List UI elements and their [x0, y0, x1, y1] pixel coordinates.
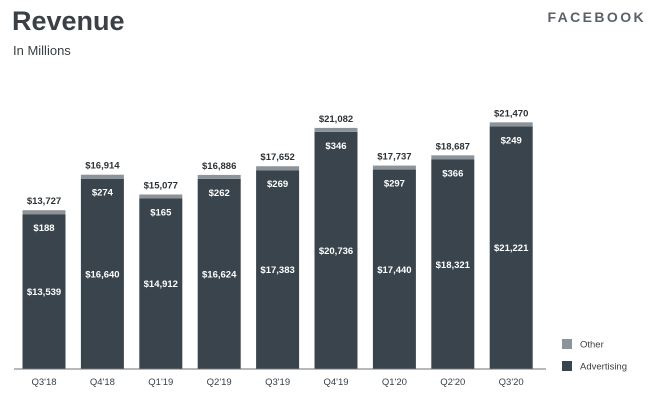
bar-advertising — [431, 159, 475, 369]
x-tick-label: Q3'20 — [499, 377, 524, 388]
total-label: $15,077 — [144, 180, 178, 191]
page-title: Revenue — [12, 6, 125, 36]
x-tick-labels: Q3'18 Q4'18 Q1'19 Q2'19 Q3'19 Q4'19 Q1'20 Q2'20… — [31, 377, 523, 388]
other-value-label: $188 — [33, 223, 54, 234]
x-tick-label: Q2'20 — [440, 377, 465, 388]
other-value-label: $165 — [150, 207, 172, 218]
x-tick-label: Q3'18 — [31, 377, 56, 388]
bar-advertising — [197, 178, 241, 369]
x-tick-label: Q4'19 — [323, 377, 348, 388]
legend-label: Advertising — [580, 362, 627, 373]
bar-advertising — [256, 170, 300, 369]
x-tick-label: Q1'19 — [148, 377, 173, 388]
bar-advertising — [314, 131, 358, 369]
total-label: $13,727 — [27, 196, 61, 207]
bar-advertising — [489, 126, 533, 370]
total-label: $18,687 — [436, 141, 470, 152]
other-value-label: $366 — [442, 169, 463, 180]
x-tick-label: Q1'20 — [382, 377, 407, 388]
advertising-value-label: $14,912 — [144, 279, 178, 290]
total-label: $21,470 — [494, 108, 528, 119]
total-label: $17,652 — [260, 152, 294, 163]
bar-other — [139, 194, 183, 199]
brand-logo: FACEBOOK — [547, 9, 646, 25]
bar-other — [197, 174, 241, 179]
legend: Other Advertising — [562, 339, 627, 373]
advertising-value-label: $17,383 — [260, 265, 294, 276]
advertising-value-label: $18,321 — [436, 260, 471, 271]
total-label: $17,737 — [377, 152, 411, 163]
bar-other — [431, 155, 475, 160]
legend-swatch — [562, 361, 572, 371]
bar-advertising — [80, 178, 124, 369]
advertising-value-label: $16,624 — [202, 269, 237, 280]
bar-advertising — [139, 198, 183, 369]
total-label: $16,914 — [85, 161, 120, 172]
total-label: $16,886 — [202, 161, 236, 172]
advertising-value-label: $16,640 — [85, 269, 119, 280]
bar-other — [80, 174, 124, 179]
other-value-label: $346 — [325, 141, 346, 152]
other-value-label: $269 — [267, 179, 288, 190]
bar-advertising — [22, 214, 66, 369]
other-value-label: $297 — [384, 179, 405, 190]
advertising-value-label: $17,440 — [377, 265, 411, 276]
x-tick-label: Q4'18 — [90, 377, 115, 388]
advertising-value-label: $13,539 — [27, 287, 61, 298]
other-value-label: $249 — [501, 135, 522, 146]
bar-other — [256, 166, 300, 171]
total-label: $21,082 — [319, 114, 353, 125]
bar-other — [22, 210, 66, 215]
legend-swatch — [562, 339, 572, 349]
x-tick-label: Q3'19 — [265, 377, 290, 388]
legend-label: Other — [580, 340, 604, 351]
other-value-label: $262 — [209, 188, 230, 199]
bar-other — [314, 127, 358, 132]
bar-other — [489, 122, 533, 127]
bar-advertising — [372, 169, 416, 369]
advertising-value-label: $21,221 — [494, 243, 529, 254]
bar-other — [372, 165, 416, 170]
other-value-label: $274 — [92, 188, 114, 199]
page-subtitle: In Millions — [13, 43, 71, 58]
bars-layer: $13,727 $188 $13,539 $16,914 $274 $16,640 $15,… — [22, 108, 533, 370]
advertising-value-label: $20,736 — [319, 246, 353, 257]
x-tick-label: Q2'19 — [207, 377, 232, 388]
